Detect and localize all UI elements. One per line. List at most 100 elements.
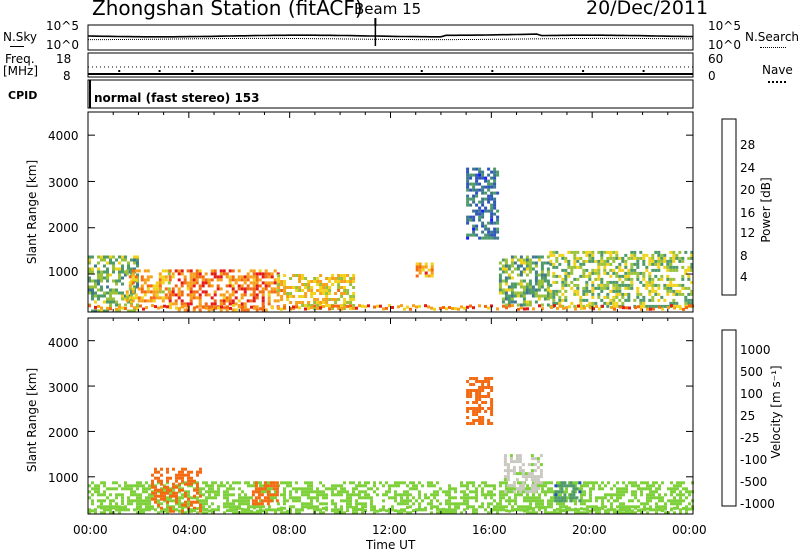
- velocity-cell: [475, 377, 479, 380]
- velocity-cell: [331, 487, 334, 491]
- velocity-cell: [565, 487, 568, 491]
- velocity-cell: [481, 487, 484, 491]
- velocity-cell: [475, 499, 478, 503]
- power-cell: [528, 261, 532, 265]
- velocity-cell: [490, 389, 494, 392]
- power-cell: [207, 284, 211, 288]
- velocity-cell: [472, 419, 476, 422]
- velocity-cell: [136, 511, 139, 515]
- velocity-cell: [187, 502, 190, 506]
- power-cell: [137, 299, 141, 303]
- velocity-cell: [578, 499, 582, 503]
- power-cell: [549, 289, 553, 293]
- velocity-cell: [274, 490, 277, 494]
- velocity-cell: [526, 496, 529, 500]
- power-ground-cell: [640, 307, 643, 311]
- velocity-cell: [406, 511, 409, 515]
- power-cell: [469, 173, 473, 177]
- velocity-cell: [205, 511, 208, 515]
- velocity-ground-cell: [595, 507, 598, 511]
- power-cell: [555, 256, 559, 260]
- power-cell: [137, 296, 141, 300]
- power-cell: [618, 268, 622, 272]
- power-cell: [94, 285, 97, 289]
- power-cell: [189, 275, 193, 279]
- power-cell: [537, 273, 541, 277]
- power-cell: [603, 271, 607, 275]
- velocity-cell: [487, 377, 491, 380]
- velocity-cell: [421, 499, 424, 503]
- power-ground-cell: [448, 306, 451, 309]
- velocity-ground-cell: [592, 508, 595, 512]
- power-ground-cell: [229, 306, 232, 310]
- power-cell: [307, 283, 311, 286]
- power-cell: [519, 255, 523, 259]
- power-cell: [255, 284, 259, 288]
- velocity-cell: [541, 484, 544, 488]
- velocity-cell: [493, 487, 496, 491]
- power-cell: [97, 297, 100, 301]
- velocity-cell: [301, 487, 304, 491]
- power-cell: [487, 185, 491, 189]
- power-cell: [549, 283, 553, 287]
- velocity-cell: [595, 499, 598, 503]
- velocity-cell: [181, 481, 184, 485]
- power-cell: [567, 250, 571, 254]
- power-cell: [525, 303, 529, 307]
- power-cell: [231, 269, 235, 273]
- velocity-cell: [490, 422, 494, 425]
- nsky-tick-bottom: 10^0: [46, 38, 79, 52]
- velocity-ground-cell: [172, 507, 175, 511]
- power-ground-cell: [313, 304, 316, 308]
- velocity-cell: [463, 502, 466, 506]
- power-cell: [600, 277, 604, 281]
- velocity-cell: [616, 487, 619, 491]
- velocity-cell: [475, 511, 478, 515]
- power-cell: [579, 301, 583, 305]
- power-cell: [615, 253, 619, 257]
- velocity-cell: [610, 496, 613, 500]
- power-cell: [663, 283, 667, 287]
- velocity-cell: [506, 463, 510, 467]
- power-cell: [660, 304, 664, 308]
- velocity-cell: [232, 499, 235, 503]
- velocity-cell: [508, 496, 511, 500]
- power-cell: [627, 277, 631, 281]
- power-cell: [564, 259, 568, 263]
- velocity-cell: [266, 490, 270, 494]
- power-ground-cell: [154, 305, 157, 309]
- power-cell: [606, 256, 610, 260]
- power-cell: [588, 301, 592, 305]
- velocity-cell: [118, 505, 121, 509]
- velocity-cell: [340, 511, 343, 515]
- velocity-ground-cell: [559, 508, 562, 512]
- power-cell: [478, 206, 482, 210]
- power-cell: [121, 297, 124, 301]
- power-cell: [490, 221, 494, 225]
- power-cell: [112, 288, 115, 292]
- velocity-cell: [214, 508, 217, 512]
- power-cell: [579, 304, 583, 308]
- power-cell: [588, 259, 592, 263]
- power-cell: [298, 295, 302, 298]
- power-ground-cell: [460, 305, 463, 309]
- velocity-cell: [466, 484, 469, 488]
- power-cell: [624, 271, 628, 275]
- power-cell: [543, 279, 547, 283]
- velocity-cell: [580, 499, 583, 503]
- power-cell: [487, 233, 491, 237]
- power-cell: [219, 269, 223, 273]
- power-cell: [97, 279, 100, 283]
- velocity-cell: [448, 499, 451, 503]
- velocity-cell: [493, 493, 496, 497]
- velocity-cell: [670, 502, 673, 506]
- velocity-cell: [601, 499, 604, 503]
- velocity-ground-cell: [355, 506, 358, 510]
- velocity-ground-cell: [379, 508, 382, 512]
- power-cell: [522, 261, 526, 265]
- power-cell: [573, 289, 577, 293]
- velocity-ground-cell: [376, 509, 379, 513]
- velocity-cell: [127, 502, 130, 506]
- power-cell: [237, 299, 241, 303]
- power-cell: [558, 253, 562, 257]
